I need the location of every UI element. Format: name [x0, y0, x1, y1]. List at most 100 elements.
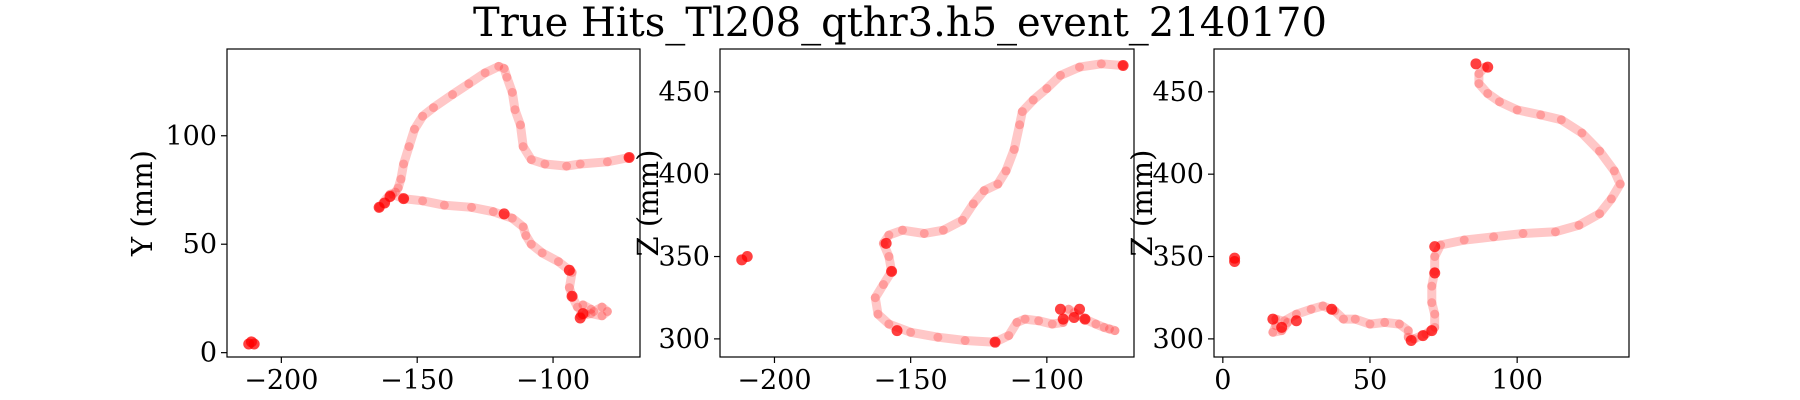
- hit-point: [938, 225, 948, 235]
- hit-point: [448, 90, 458, 100]
- hit-point: [906, 327, 916, 337]
- energy-blob-point: [498, 208, 510, 220]
- hit-point: [393, 183, 403, 193]
- energy-blob-point: [398, 193, 410, 205]
- energy-blob-point: [623, 151, 635, 163]
- hit-point: [884, 230, 894, 240]
- y-tick-label: 300: [1152, 324, 1204, 355]
- hit-point: [919, 228, 929, 238]
- energy-blob-point: [1405, 335, 1417, 347]
- energy-blob-point: [1054, 303, 1066, 315]
- hit-point: [1004, 331, 1014, 341]
- hit-point: [526, 155, 536, 165]
- plot-area: [1229, 58, 1625, 347]
- hit-point: [1574, 220, 1584, 230]
- x-tick-label: −150: [380, 365, 454, 396]
- track-line: [1268, 62, 1625, 344]
- energy-blob-point: [1429, 267, 1441, 279]
- hit-point: [884, 252, 894, 262]
- hit-point: [1339, 314, 1349, 324]
- hit-point: [933, 332, 943, 342]
- hit-point: [1380, 317, 1390, 327]
- hit-point: [884, 319, 894, 329]
- energy-blob-point: [1079, 313, 1091, 325]
- energy-blob-point: [1429, 241, 1441, 253]
- hit-point: [968, 199, 978, 209]
- x-tick-label: 50: [1353, 365, 1387, 396]
- hit-point: [396, 174, 406, 184]
- energy-blob-point: [1482, 61, 1494, 73]
- energy-blob-point: [574, 312, 586, 324]
- hit-point: [510, 105, 520, 115]
- hit-point: [518, 142, 528, 152]
- hit-point: [540, 159, 550, 169]
- energy-blob-point: [1470, 58, 1482, 70]
- y-tick-label: 400: [1152, 159, 1204, 190]
- hit-point: [1430, 252, 1440, 262]
- hit-point: [586, 304, 596, 314]
- y-axis-label: Z (mm): [631, 150, 665, 257]
- y-tick-label: 450: [658, 77, 710, 108]
- y-tick-label: 350: [658, 242, 710, 273]
- hit-point: [1001, 166, 1011, 176]
- x-tick-label: −150: [874, 365, 948, 396]
- energy-blob-point: [1117, 59, 1129, 71]
- hit-point: [1009, 144, 1019, 154]
- hit-point: [494, 61, 504, 71]
- hit-point: [429, 103, 438, 113]
- hit-point: [488, 207, 498, 217]
- y-tick-label: 300: [658, 324, 710, 355]
- hit-point: [515, 120, 525, 130]
- hit-point: [399, 159, 409, 169]
- y-tick-label: 450: [1152, 77, 1204, 108]
- hit-point: [553, 257, 563, 267]
- hit-point: [564, 283, 574, 293]
- energy-blob-point: [1229, 255, 1241, 267]
- x-tick-label: −100: [516, 365, 590, 396]
- hit-point: [464, 79, 474, 89]
- hit-point: [1459, 235, 1469, 245]
- hit-point: [526, 239, 536, 249]
- energy-blob-point: [1057, 313, 1069, 325]
- energy-blob-point: [1417, 330, 1429, 342]
- hit-point: [518, 222, 528, 232]
- hit-point: [1028, 95, 1038, 105]
- energy-blob-point: [989, 336, 1001, 348]
- hit-point: [1427, 281, 1437, 291]
- axes-frame: [1213, 48, 1630, 358]
- hit-point: [507, 87, 517, 97]
- hit-point: [1268, 327, 1278, 337]
- y-tick-label: 100: [165, 121, 217, 152]
- hit-point: [480, 68, 490, 78]
- hit-point: [897, 225, 907, 235]
- hit-point: [1034, 316, 1044, 326]
- hit-point: [1047, 319, 1057, 329]
- hit-point: [1489, 232, 1499, 242]
- hit-point: [597, 302, 607, 312]
- hit-point: [499, 64, 509, 74]
- x-tick-label: −200: [244, 365, 318, 396]
- hit-point: [878, 280, 888, 290]
- y-axis-label: Z (mm): [1125, 150, 1159, 257]
- subplot-2: −200 −150 −100 300 350 400 450 Z (mm): [631, 48, 1135, 396]
- energy-blob-point: [566, 290, 578, 302]
- hit-point: [597, 311, 607, 321]
- hit-point: [578, 300, 588, 310]
- hit-point: [1104, 324, 1114, 334]
- hit-point: [1483, 88, 1493, 98]
- energy-blob-point: [1426, 325, 1438, 337]
- hit-point: [602, 306, 612, 316]
- energy-blob-point: [891, 325, 903, 337]
- hit-point: [502, 72, 512, 82]
- hit-point: [1365, 319, 1375, 329]
- hit-point: [1306, 304, 1316, 314]
- energy-blob-point: [741, 251, 753, 263]
- hit-point: [979, 186, 989, 196]
- hit-point: [1055, 70, 1065, 80]
- hit-point: [1609, 166, 1619, 176]
- energy-blob-point: [1326, 303, 1338, 315]
- hit-point: [1606, 194, 1616, 204]
